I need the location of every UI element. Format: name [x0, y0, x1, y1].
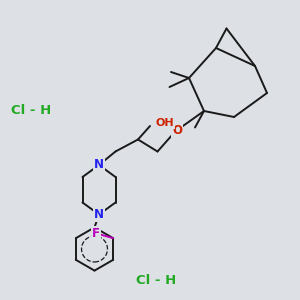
Text: F: F: [92, 226, 100, 240]
Text: Cl - H: Cl - H: [11, 104, 52, 118]
Text: O: O: [172, 124, 182, 137]
Text: N: N: [94, 158, 104, 172]
Text: Cl - H: Cl - H: [136, 274, 176, 287]
Text: OH: OH: [155, 118, 174, 128]
Text: N: N: [94, 208, 104, 221]
